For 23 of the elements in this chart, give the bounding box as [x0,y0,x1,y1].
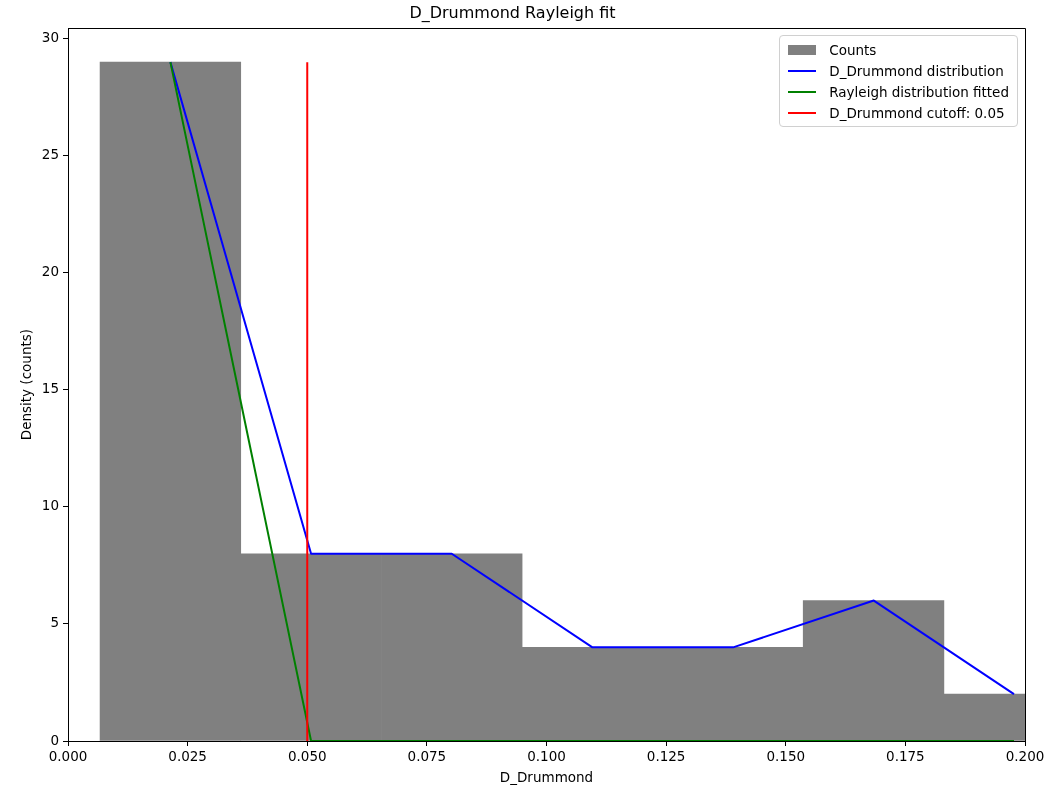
y-tick-label: 30 [41,29,59,46]
y-axis-title: Density (counts) [17,328,34,441]
y-tick-label: 5 [50,614,59,631]
x-axis-title: D_Drummond [499,769,594,786]
y-tick-label: 15 [41,380,59,397]
legend-label: D_Drummond distribution [829,62,1004,79]
x-tick-label: 0.125 [646,747,686,764]
y-tick-label: 25 [41,146,59,163]
x-tick-label: 0.050 [287,747,327,764]
legend-label: Counts [829,41,877,58]
y-tick-label: 10 [41,497,59,514]
legend-label: Rayleigh distribution fitted [829,83,1009,100]
chart-title: D_Drummond Rayleigh fit [409,2,616,23]
y-tick-label: 20 [41,263,59,280]
x-tick-label: 0.000 [48,747,88,764]
x-tick-label: 0.175 [886,747,925,764]
x-tick-label: 0.200 [1005,747,1045,764]
y-tick-label: 0 [50,731,59,748]
x-tick-label: 0.150 [766,747,806,764]
x-tick-label: 0.025 [168,747,207,764]
legend-label: D_Drummond cutoff: 0.05 [829,104,1005,121]
x-tick-label: 0.100 [527,747,566,764]
x-tick-label: 0.075 [407,747,447,764]
